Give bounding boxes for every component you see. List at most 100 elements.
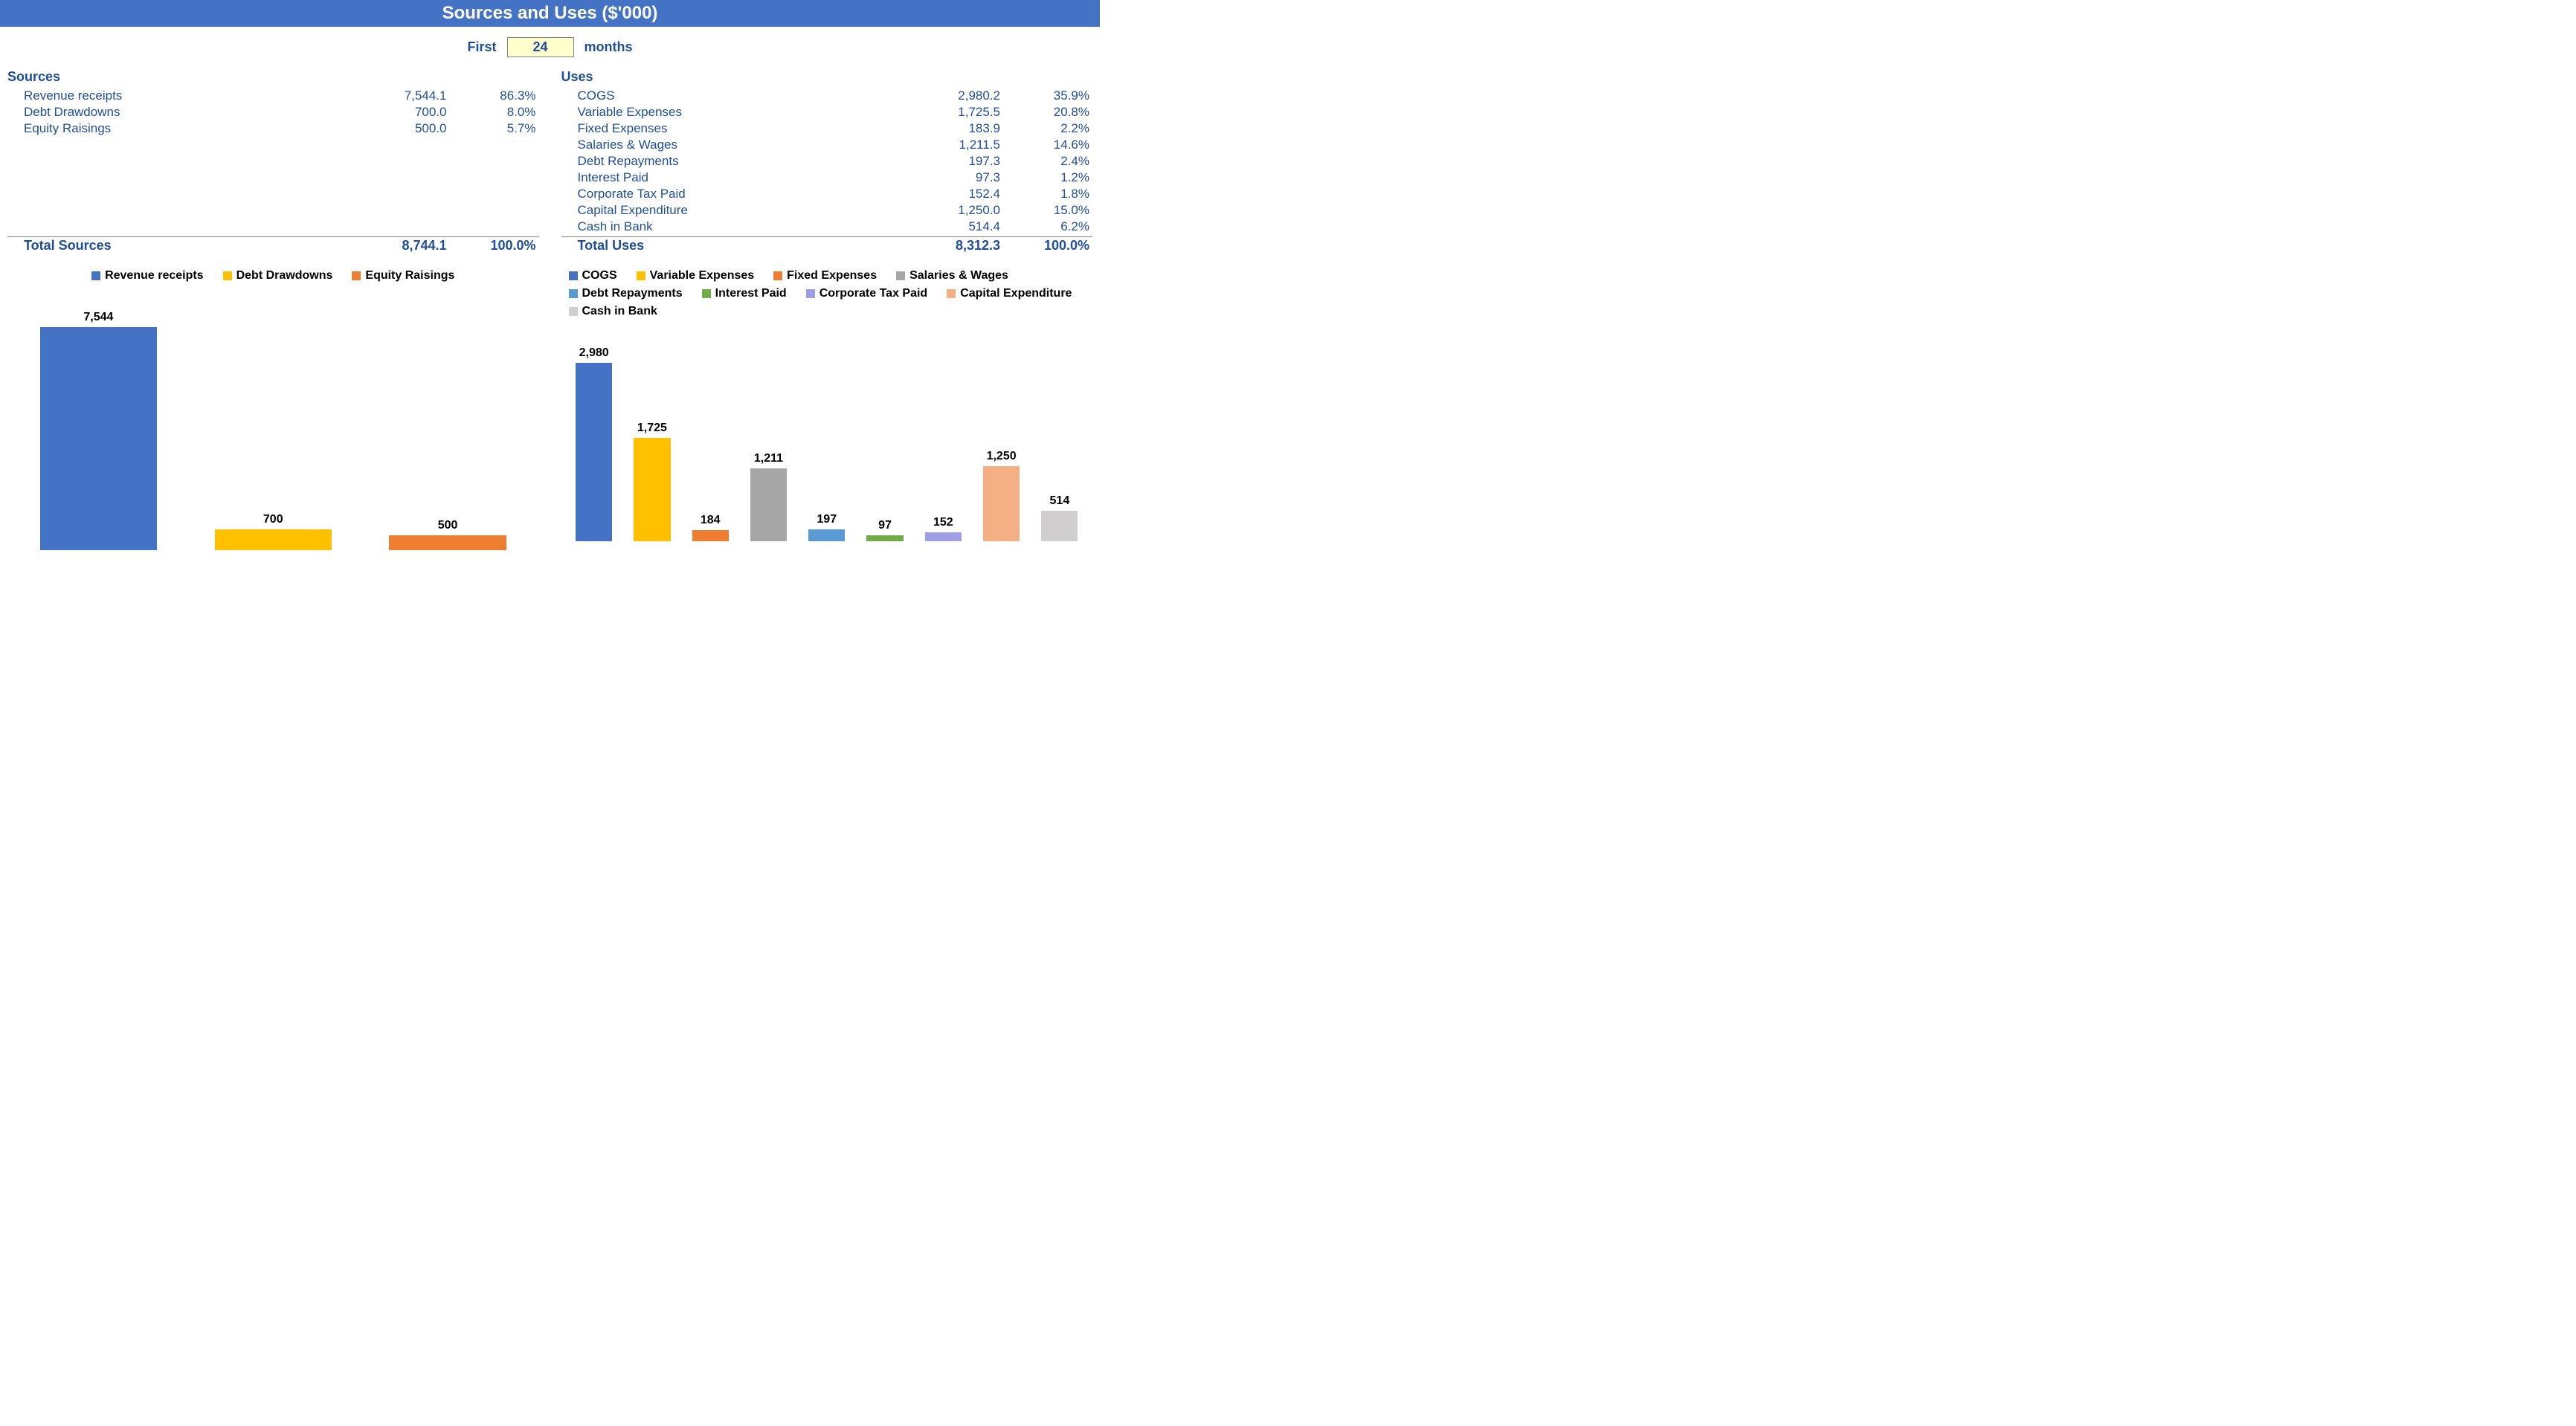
- spacer-row: [7, 170, 539, 186]
- sources-heading: Sources: [7, 69, 539, 85]
- sources-bar: [40, 327, 157, 550]
- uses-item-row: Fixed Expenses183.92.2%: [561, 120, 1093, 137]
- uses-item-label: Salaries & Wages: [561, 137, 892, 153]
- uses-legend-item: Cash in Bank: [569, 305, 657, 318]
- sources-legend-item: Revenue receipts: [91, 269, 204, 283]
- uses-item-value: 183.9: [892, 120, 1003, 137]
- uses-bar-slot: 2,980: [569, 333, 619, 541]
- uses-item-value: 2,980.2: [892, 88, 1003, 104]
- uses-item-row: Debt Repayments197.32.4%: [561, 153, 1093, 170]
- legend-label: COGS: [582, 269, 617, 283]
- uses-bar-value-label: 197: [817, 513, 837, 526]
- uses-item-label: Variable Expenses: [561, 104, 892, 120]
- legend-label: Equity Raisings: [365, 269, 454, 283]
- uses-bar-slot: 1,250: [976, 333, 1026, 541]
- period-input[interactable]: 24: [507, 37, 574, 57]
- uses-legend-item: Capital Expenditure: [947, 287, 1072, 300]
- uses-bar-slot: 1,725: [627, 333, 677, 541]
- uses-bar-value-label: 1,211: [754, 452, 783, 465]
- uses-item-pct: 2.4%: [1003, 153, 1092, 170]
- legend-label: Debt Drawdowns: [236, 269, 333, 283]
- sources-item-value: 700.0: [338, 104, 450, 120]
- uses-bar: [925, 532, 962, 541]
- period-prefix: First: [467, 39, 496, 55]
- legend-swatch-icon: [806, 289, 815, 298]
- sources-bar-slot: 500: [364, 297, 532, 550]
- sources-total-table: Total Sources 8,744.1 100.0%: [7, 237, 539, 254]
- sources-item-row: Revenue receipts7,544.186.3%: [7, 88, 539, 104]
- uses-table: COGS2,980.235.9%Variable Expenses1,725.5…: [561, 88, 1093, 235]
- uses-bar-value-label: 1,725: [637, 422, 667, 435]
- uses-bar-slot: 152: [918, 333, 968, 541]
- legend-label: Interest Paid: [715, 287, 787, 300]
- uses-total-label: Total Uses: [561, 237, 892, 254]
- uses-total-row: Total Uses 8,312.3 100.0%: [561, 237, 1093, 254]
- period-row: First 24 months: [0, 27, 1100, 65]
- uses-item-pct: 14.6%: [1003, 137, 1092, 153]
- sources-item-label: Debt Drawdowns: [7, 104, 338, 120]
- legend-swatch-icon: [896, 271, 905, 280]
- uses-item-pct: 2.2%: [1003, 120, 1092, 137]
- uses-total-pct: 100.0%: [1003, 237, 1092, 254]
- spacer-cell: [7, 186, 338, 202]
- sources-total-pct: 100.0%: [450, 237, 539, 254]
- sources-item-pct: 5.7%: [450, 120, 539, 137]
- uses-bar-value-label: 152: [933, 516, 953, 529]
- uses-bar: [983, 466, 1020, 541]
- sources-chart: Revenue receipts Debt Drawdowns Equity Rai…: [7, 269, 539, 550]
- uses-bar-slot: 1,211: [743, 333, 793, 541]
- uses-bar-slot: 97: [860, 333, 910, 541]
- sources-item-pct: 8.0%: [450, 104, 539, 120]
- period-suffix: months: [585, 39, 633, 55]
- legend-swatch-icon: [773, 271, 782, 280]
- sources-bar-value-label: 700: [263, 513, 283, 526]
- sources-bar: [215, 529, 332, 550]
- sources-legend: Revenue receipts Debt Drawdowns Equity Rai…: [7, 269, 539, 283]
- uses-bar-value-label: 514: [1050, 494, 1070, 508]
- spacer-row: [7, 186, 539, 202]
- uses-item-value: 197.3: [892, 153, 1003, 170]
- spacer-row: [7, 202, 539, 219]
- uses-legend-item: COGS: [569, 269, 617, 283]
- uses-item-label: Corporate Tax Paid: [561, 186, 892, 202]
- uses-legend-item: Debt Repayments: [569, 287, 683, 300]
- uses-bar: [576, 363, 612, 541]
- sources-total-value: 8,744.1: [338, 237, 450, 254]
- uses-legend-item: Fixed Expenses: [773, 269, 877, 283]
- uses-item-pct: 6.2%: [1003, 219, 1092, 235]
- legend-label: Capital Expenditure: [960, 287, 1072, 300]
- sources-bar: [389, 535, 506, 550]
- uses-item-row: Corporate Tax Paid152.41.8%: [561, 186, 1093, 202]
- legend-swatch-icon: [702, 289, 711, 298]
- uses-item-row: Interest Paid97.31.2%: [561, 170, 1093, 186]
- sources-item-value: 7,544.1: [338, 88, 450, 104]
- sources-bar-area: 7,544700500: [7, 297, 539, 550]
- uses-chart: COGSVariable ExpensesFixed ExpensesSalar…: [561, 269, 1093, 541]
- charts-row: Revenue receipts Debt Drawdowns Equity Rai…: [0, 254, 1100, 558]
- uses-item-value: 1,250.0: [892, 202, 1003, 219]
- uses-bar: [808, 529, 845, 541]
- uses-bar-slot: 197: [802, 333, 852, 541]
- sources-legend-item: Equity Raisings: [352, 269, 454, 283]
- spacer-cell: [7, 219, 338, 235]
- uses-item-value: 152.4: [892, 186, 1003, 202]
- legend-swatch-icon: [637, 271, 645, 280]
- sources-item-row: Debt Drawdowns700.08.0%: [7, 104, 539, 120]
- sources-item-pct: 86.3%: [450, 88, 539, 104]
- legend-label: Debt Repayments: [582, 287, 683, 300]
- spacer-cell: [7, 170, 338, 186]
- legend-swatch-icon: [947, 289, 956, 298]
- sources-bar-slot: 700: [190, 297, 357, 550]
- spacer-row: [7, 219, 539, 235]
- sources-item-label: Equity Raisings: [7, 120, 338, 137]
- sources-table: Revenue receipts7,544.186.3%Debt Drawdow…: [7, 88, 539, 235]
- legend-swatch-icon: [569, 289, 578, 298]
- uses-item-row: Salaries & Wages1,211.514.6%: [561, 137, 1093, 153]
- uses-item-label: COGS: [561, 88, 892, 104]
- uses-item-row: Cash in Bank514.46.2%: [561, 219, 1093, 235]
- spacer-row: [7, 137, 539, 153]
- spacer-cell: [7, 202, 338, 219]
- uses-item-row: Variable Expenses1,725.520.8%: [561, 104, 1093, 120]
- sources-total-row: Total Sources 8,744.1 100.0%: [7, 237, 539, 254]
- uses-column: Uses COGS2,980.235.9%Variable Expenses1,…: [561, 65, 1093, 254]
